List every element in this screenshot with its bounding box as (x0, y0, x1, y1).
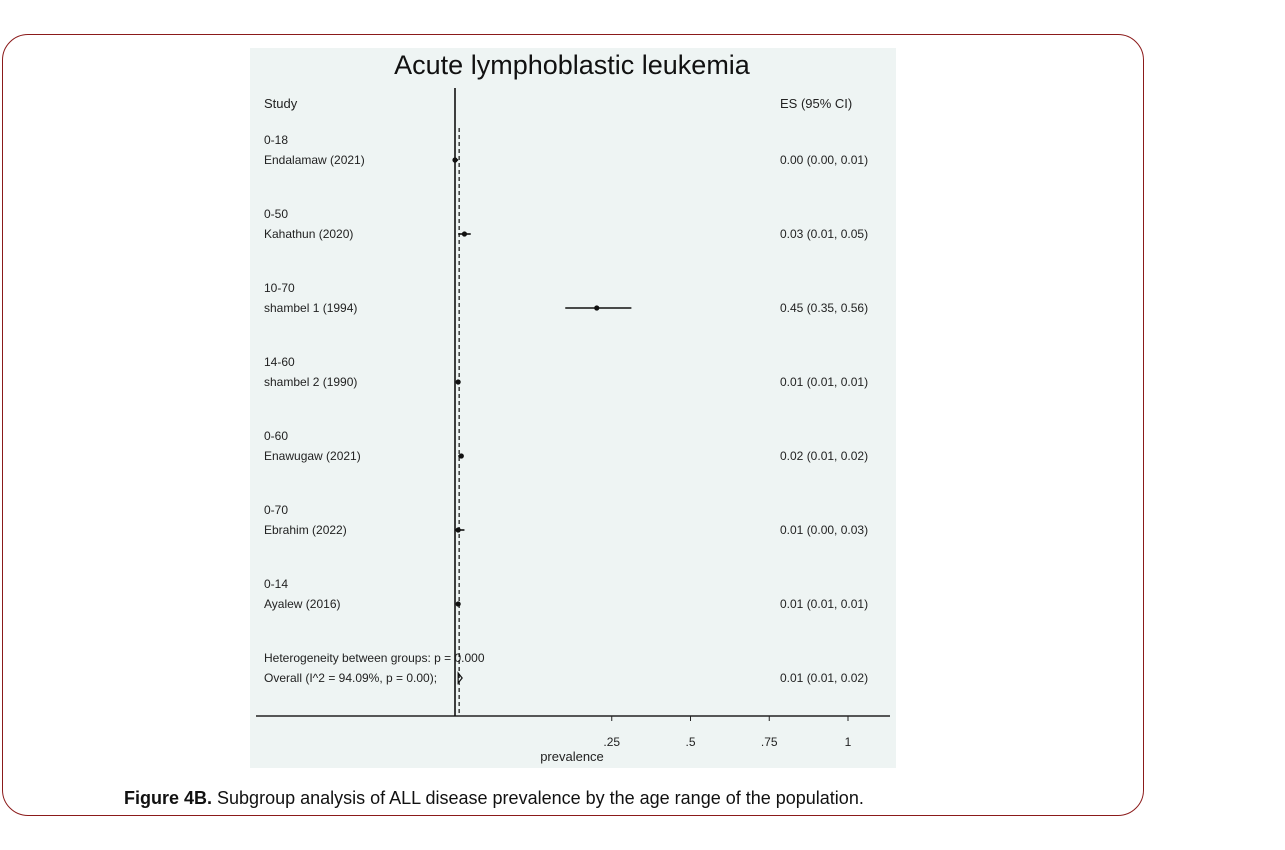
x-axis-label: prevalence (540, 749, 604, 764)
study-name: Ebrahim (2022) (264, 523, 347, 537)
point-estimate (461, 231, 468, 237)
caption-label: Figure 4B. (124, 788, 213, 808)
figure-frame (2, 34, 1144, 816)
x-tick-label: 1 (845, 735, 852, 749)
forest-plot: Acute lymphoblastic leukemia Study ES (9… (256, 50, 890, 764)
study-name: Enawugaw (2021) (264, 449, 361, 463)
subgroup-label: 0-14 (264, 577, 288, 591)
point-estimate (458, 453, 464, 459)
subgroup-label: 10-70 (264, 281, 295, 295)
x-tick-label: .75 (761, 735, 778, 749)
caption-text: Subgroup analysis of ALL disease prevale… (217, 788, 864, 808)
study-name: Ayalew (2016) (264, 597, 341, 611)
es-ci-label: 0.02 (0.01, 0.02) (780, 449, 868, 463)
point-estimate (455, 379, 461, 385)
chart-title: Acute lymphoblastic leukemia (394, 50, 751, 80)
point-estimate (455, 527, 461, 533)
study-name: shambel 1 (1994) (264, 301, 357, 315)
es-ci-label: 0.01 (0.00, 0.03) (780, 523, 868, 537)
x-tick-label: .5 (685, 735, 695, 749)
es-column-header: ES (95% CI) (780, 96, 852, 111)
es-ci-label: 0.01 (0.01, 0.01) (780, 375, 868, 389)
subgroup-label: 0-18 (264, 133, 288, 147)
study-name: Kahathun (2020) (264, 227, 353, 241)
figure-caption: Figure 4B. Subgroup analysis of ALL dise… (124, 788, 864, 809)
es-ci-label: 0.00 (0.00, 0.01) (780, 153, 868, 167)
forest-plot-panel: Acute lymphoblastic leukemia Study ES (9… (250, 48, 896, 768)
es-ci-label: 0.45 (0.35, 0.56) (780, 301, 868, 315)
point-estimate (455, 601, 461, 607)
point-estimate (594, 305, 600, 311)
overall-label: Overall (I^2 = 94.09%, p = 0.00); (264, 671, 437, 685)
overall-diamond (457, 671, 463, 685)
overall-es-label: 0.01 (0.01, 0.02) (780, 671, 868, 685)
study-name: Endalamaw (2021) (264, 153, 365, 167)
es-ci-label: 0.03 (0.01, 0.05) (780, 227, 868, 241)
point-estimate (452, 157, 458, 163)
es-ci-label: 0.01 (0.01, 0.01) (780, 597, 868, 611)
study-name: shambel 2 (1990) (264, 375, 357, 389)
subgroup-label: 0-70 (264, 503, 288, 517)
study-column-header: Study (264, 96, 298, 111)
subgroup-label: 0-50 (264, 207, 288, 221)
subgroup-label: 0-60 (264, 429, 288, 443)
x-tick-label: .25 (603, 735, 620, 749)
subgroup-label: 14-60 (264, 355, 295, 369)
heterogeneity-label: Heterogeneity between groups: p = 0.000 (264, 651, 485, 665)
